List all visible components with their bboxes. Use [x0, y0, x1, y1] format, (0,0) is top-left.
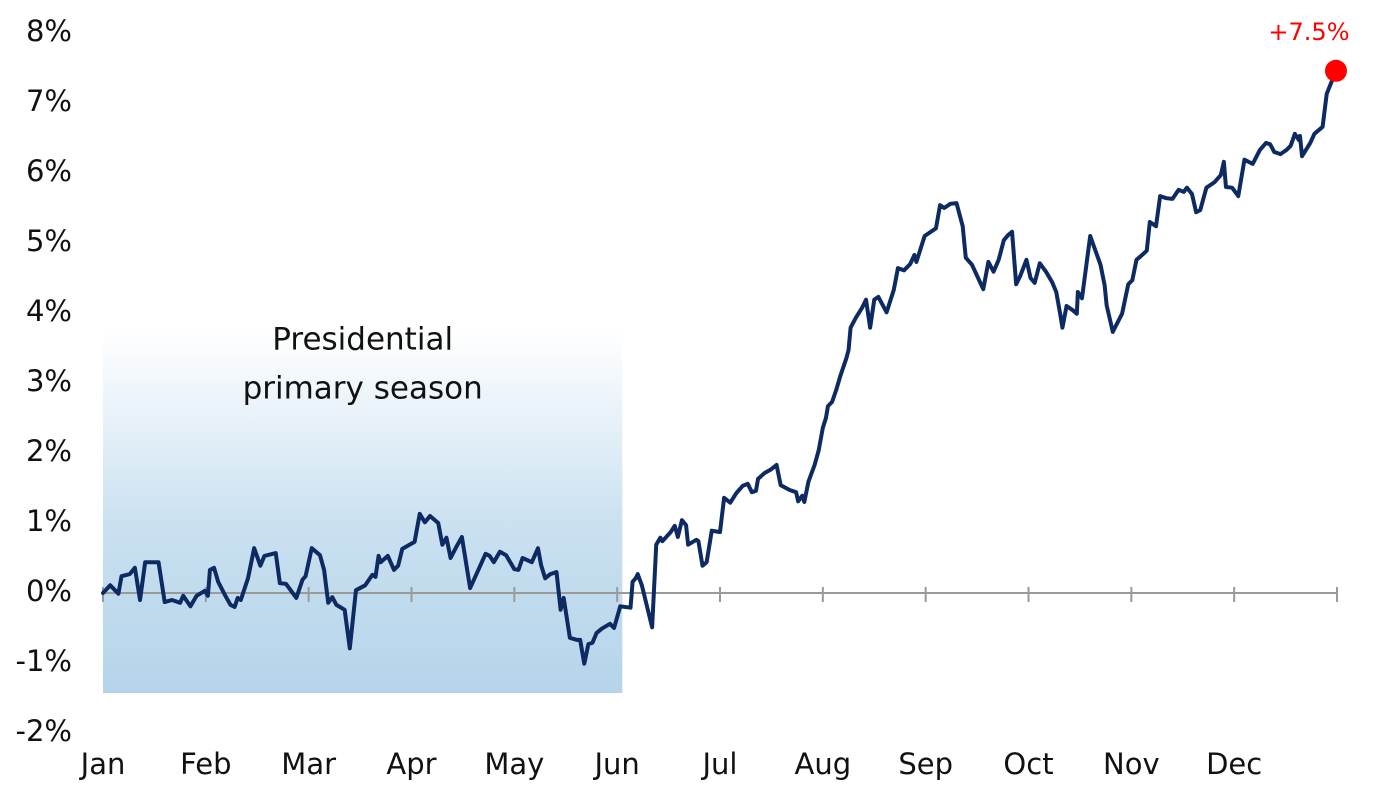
x-tick-label: Mar [281, 747, 336, 781]
line-series [101, 68, 1338, 666]
x-tick-label: Sep [898, 747, 953, 781]
y-tick-label: 2% [26, 434, 72, 468]
end-label: +7.5% [1268, 18, 1349, 46]
x-tick-label: Jun [593, 747, 640, 781]
y-tick-label: 3% [26, 364, 72, 398]
y-tick-label: -2% [16, 714, 72, 748]
shaded-region [103, 330, 623, 694]
y-tick-label: 8% [26, 14, 72, 48]
y-tick-label: -1% [16, 644, 72, 678]
y-tick-label: 6% [26, 154, 72, 188]
x-tick-label: Apr [386, 747, 436, 781]
x-tick-label: Jan [79, 747, 126, 781]
y-tick-label: 7% [26, 84, 72, 118]
y-tick-label: 0% [26, 574, 72, 608]
y-tick-label: 1% [26, 504, 72, 538]
x-tick-label: Feb [180, 747, 231, 781]
y-tick-label: 5% [26, 224, 72, 258]
x-tick-label: Aug [795, 747, 852, 781]
x-tick-label: May [484, 747, 544, 781]
x-tick-label: Dec [1206, 747, 1262, 781]
x-tick-label: Oct [1003, 747, 1053, 781]
x-tick-label: Jul [701, 747, 738, 781]
y-tick-label: 4% [26, 294, 72, 328]
x-tick-label: Nov [1103, 747, 1160, 781]
annotation: Presidential [272, 322, 453, 358]
end-marker [1324, 59, 1347, 82]
annotation: primary season [243, 371, 483, 407]
